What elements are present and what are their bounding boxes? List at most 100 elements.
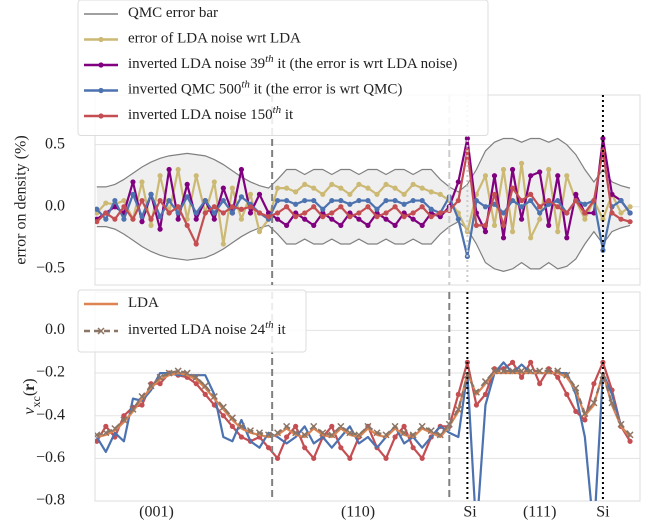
point (582, 201, 588, 207)
point (482, 204, 489, 210)
point (211, 210, 217, 216)
point (546, 222, 552, 228)
point (573, 191, 579, 197)
point (184, 194, 190, 200)
error-band-edge (96, 137, 631, 193)
point (564, 210, 570, 216)
point (618, 210, 624, 216)
point (537, 169, 543, 175)
point (337, 422, 345, 430)
point (546, 197, 552, 204)
point (482, 173, 489, 179)
point (482, 222, 489, 228)
point (184, 222, 190, 228)
point (528, 191, 534, 197)
y-axis-label: vxc(r) (21, 378, 43, 414)
point (436, 431, 444, 439)
point (129, 405, 137, 413)
point (401, 201, 407, 207)
point (410, 197, 416, 204)
point (555, 374, 561, 380)
legend-label: LDA (128, 295, 159, 311)
series-line (96, 137, 631, 239)
point (564, 173, 570, 179)
point (572, 384, 580, 392)
point (220, 413, 226, 419)
point (490, 367, 499, 375)
point (464, 135, 470, 142)
point (211, 216, 217, 222)
point (329, 216, 335, 222)
point (573, 408, 579, 415)
point (338, 222, 344, 228)
point (347, 191, 353, 197)
point (509, 229, 516, 235)
point (111, 424, 119, 433)
point (401, 214, 407, 220)
point (500, 222, 507, 228)
point (193, 381, 199, 387)
point (238, 434, 245, 440)
point (374, 214, 380, 220)
point (329, 423, 335, 429)
point (600, 216, 606, 222)
point (193, 216, 199, 222)
point (103, 216, 109, 222)
point (292, 429, 300, 437)
point (554, 367, 562, 375)
point (346, 429, 354, 437)
point (519, 160, 525, 166)
point (347, 214, 353, 220)
point (383, 181, 389, 188)
point (392, 185, 398, 191)
point (175, 204, 181, 210)
point (157, 173, 163, 179)
point (202, 391, 208, 397)
point (618, 197, 624, 204)
point (365, 185, 371, 191)
point (383, 455, 389, 461)
legend-label: error of LDA noise wrt LDA (128, 31, 301, 47)
point (329, 197, 335, 204)
point (410, 445, 416, 451)
point (545, 367, 553, 375)
point (247, 204, 254, 210)
point (220, 241, 226, 247)
point (274, 216, 281, 222)
point (401, 191, 407, 197)
point (274, 455, 281, 461)
point (255, 429, 264, 437)
legend: QMC error bar error of LDA noise wrt LDA i… (77, 0, 489, 136)
point (519, 204, 525, 210)
point (329, 181, 335, 188)
point (157, 381, 163, 387)
point (301, 431, 309, 439)
point (356, 210, 362, 216)
point (175, 166, 181, 173)
point (112, 216, 118, 222)
legend-label: inverted LDA noise 150th it (128, 104, 294, 124)
point (401, 423, 407, 429)
point (600, 135, 606, 142)
point (293, 423, 299, 429)
point (455, 197, 461, 204)
point (293, 214, 299, 220)
legend: LDA inverted LDA noise 24th it (77, 289, 307, 353)
point (157, 197, 163, 204)
point (148, 216, 154, 222)
point (499, 367, 508, 375)
point (365, 222, 371, 228)
point (428, 189, 434, 195)
point (555, 173, 561, 179)
point (148, 191, 154, 197)
point (302, 445, 308, 451)
point (139, 402, 145, 408)
point (130, 179, 136, 185)
point (374, 191, 380, 197)
point (418, 422, 426, 430)
point (617, 420, 625, 428)
point (139, 219, 145, 225)
point (265, 214, 272, 220)
point (103, 200, 109, 206)
point (293, 201, 299, 207)
